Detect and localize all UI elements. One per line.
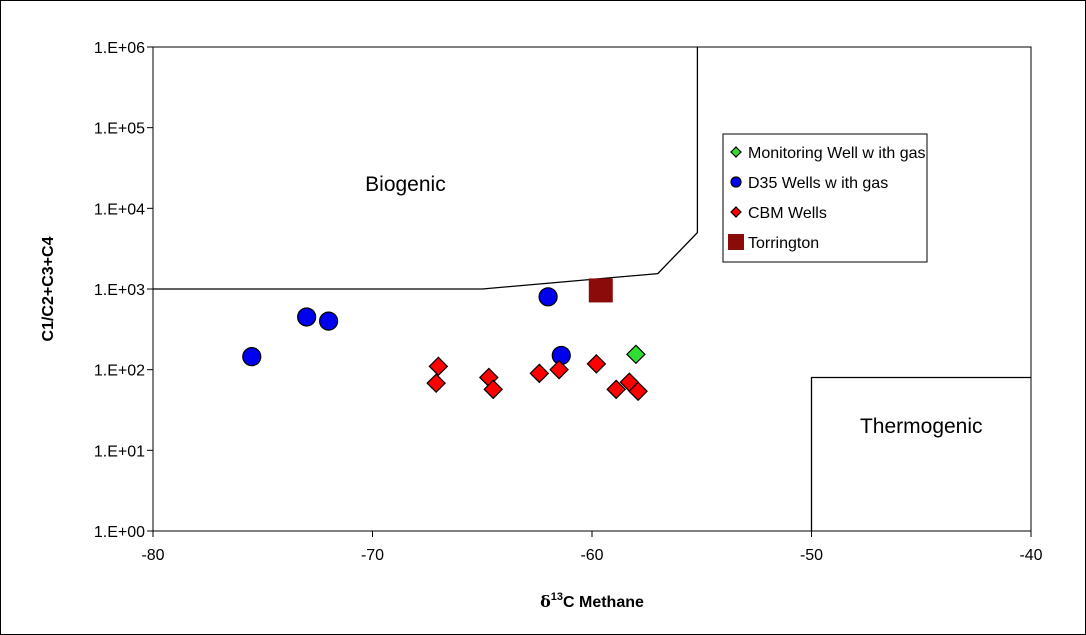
x-tick-label: -50 xyxy=(800,547,823,564)
y-tick-label: 1.E+03 xyxy=(94,282,145,299)
data-point-series-2 xyxy=(426,373,447,394)
legend-label: Torrington xyxy=(748,235,819,252)
data-point-series-2 xyxy=(549,359,569,380)
data-point-series-1 xyxy=(551,345,571,366)
y-tick-label: 1.E+06 xyxy=(94,40,145,57)
y-tick-label: 1.E+01 xyxy=(94,443,145,460)
x-tick-label: -70 xyxy=(361,547,384,564)
data-point-series-1 xyxy=(297,307,317,327)
legend-marker-3 xyxy=(728,234,744,250)
ticks-layer: -80 -70 -60 -50 -40 1.E+00 1.E+01 1.E+02 1.E+03 1… xyxy=(94,40,1043,564)
data-point-series-2 xyxy=(483,379,504,400)
data-point-series-2 xyxy=(586,354,607,374)
x-tick-label: -60 xyxy=(580,547,603,564)
data-point-series-1 xyxy=(242,347,262,367)
data-point-series-2 xyxy=(606,379,626,400)
legend-marker-2 xyxy=(730,206,742,218)
region-label-thermogenic: Thermogenic xyxy=(860,415,983,438)
legend-box xyxy=(722,133,928,263)
y-tick-label: 1.E+04 xyxy=(94,201,145,218)
legend-label: D35 Wells w ith gas xyxy=(748,175,888,192)
region-labels: Biogenic Thermogenic xyxy=(365,173,982,438)
legend-marker-1 xyxy=(730,176,742,188)
x-axis-title: δ13C Methane xyxy=(540,591,644,611)
x-tick-label: -40 xyxy=(1019,547,1042,564)
data-point-series-2 xyxy=(529,363,550,384)
data-point-series-0 xyxy=(626,344,646,365)
y-axis-title: C1/C2+C3+C4 xyxy=(40,236,57,341)
x-tick-label: -80 xyxy=(141,547,164,564)
legend: Monitoring Well w ith gas D35 Wells w ith… xyxy=(722,133,928,263)
legend-label: Monitoring Well w ith gas xyxy=(748,145,926,162)
boundary-lines xyxy=(153,47,1031,531)
data-point-series-1 xyxy=(538,287,558,307)
y-tick-label: 1.E+02 xyxy=(94,363,145,380)
biogenic-boundary-line xyxy=(153,47,699,290)
legend-marker-0 xyxy=(730,146,742,158)
y-tick-label: 1.E+05 xyxy=(94,121,145,138)
data-point-series-1 xyxy=(319,311,339,331)
data-point-series-2 xyxy=(628,381,648,402)
data-point-series-3 xyxy=(588,278,613,303)
y-tick-label: 1.E+00 xyxy=(94,524,145,541)
thermogenic-boundary-line xyxy=(810,376,1031,531)
data-points xyxy=(242,278,648,402)
data-point-series-2 xyxy=(428,356,449,377)
region-label-biogenic: Biogenic xyxy=(365,173,446,196)
legend-label: CBM Wells xyxy=(748,205,827,222)
